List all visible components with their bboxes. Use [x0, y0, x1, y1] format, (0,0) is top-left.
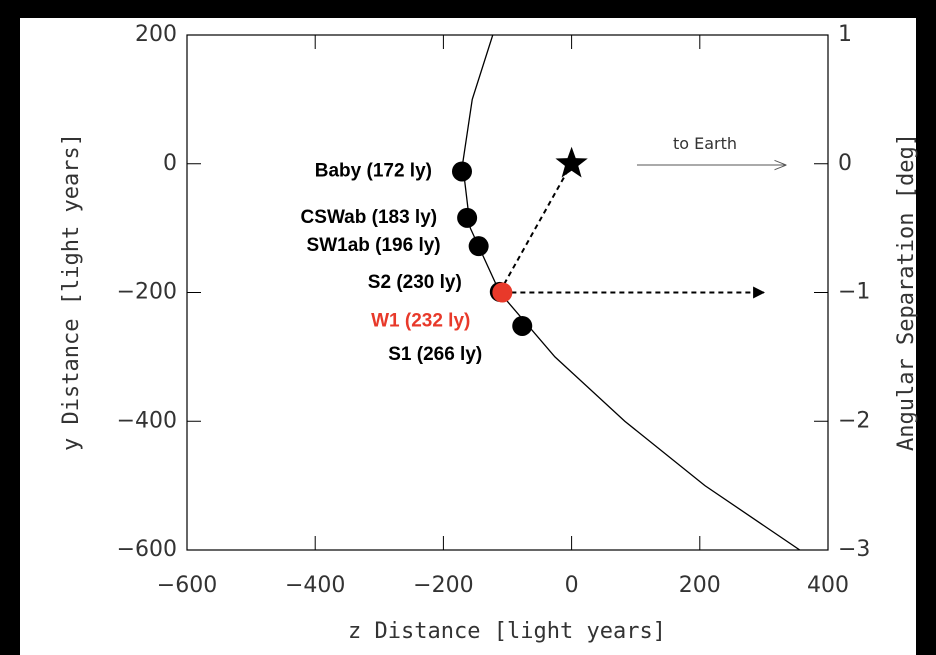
star-point: [512, 315, 533, 336]
y2-axis-label: Angular Separation [deg]: [894, 133, 919, 451]
y-tick-label: −600: [117, 537, 177, 562]
star-point: [468, 236, 489, 257]
star: [555, 146, 588, 178]
y2-tick-label: 0: [838, 151, 852, 176]
x-tick-label: 400: [807, 573, 849, 598]
y-tick-label: −200: [117, 280, 177, 305]
y-tick-label: 200: [135, 22, 177, 47]
y2-tick-label: 1: [838, 22, 852, 47]
y-tick-label: −400: [117, 408, 177, 433]
point-label: Baby (172 ly): [315, 160, 432, 181]
x-tick-label: −200: [413, 573, 473, 598]
y-axis-label: y Distance [light years]: [59, 133, 84, 451]
y2-tick-label: −1: [838, 280, 870, 305]
point-label: S1 (266 ly): [388, 344, 482, 365]
x-tick-label: 200: [679, 573, 721, 598]
point-label: CSWab (183 ly): [301, 207, 438, 228]
star-point: [451, 161, 472, 182]
x-axis-label: z Distance [light years]: [348, 619, 666, 644]
x-tick-label: −600: [157, 573, 217, 598]
point-label: SW1ab (196 ly): [307, 235, 441, 256]
arrow: [498, 163, 573, 293]
y-tick-label: 0: [163, 151, 177, 176]
star-point: [457, 207, 478, 228]
x-tick-label: 0: [565, 573, 579, 598]
y2-tick-label: −2: [838, 408, 870, 433]
point-label: W1 (232 ly): [371, 311, 470, 332]
star-point: [492, 282, 513, 303]
point-label: S2 (230 ly): [368, 272, 462, 293]
x-tick-label: −400: [285, 573, 345, 598]
earth-label: to Earth: [673, 134, 737, 153]
y2-tick-label: −3: [838, 537, 870, 562]
